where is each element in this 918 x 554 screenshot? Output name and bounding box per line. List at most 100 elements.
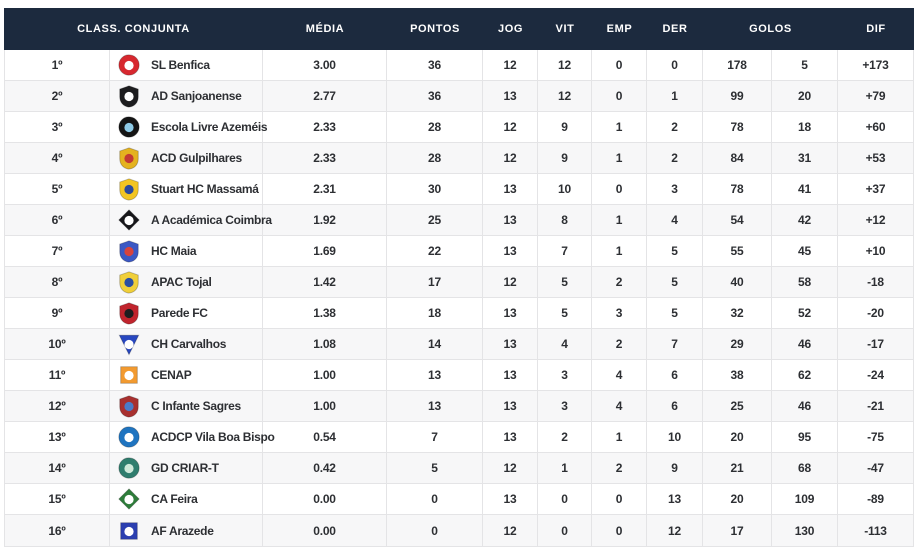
dif-cell: +79: [865, 89, 886, 103]
der-cell: 6: [647, 360, 703, 390]
dif-cell: -20: [867, 306, 884, 320]
jog-cell: 12: [483, 143, 538, 173]
rank-cell: 11º: [5, 360, 110, 390]
jog-cell: 12: [483, 50, 538, 80]
der-cell: 9: [647, 453, 703, 483]
golos-marcados-cell: 178: [703, 50, 772, 80]
der-cell: 2: [647, 112, 703, 142]
der-cell: 13: [647, 484, 703, 514]
golos-sofridos-cell: 130: [772, 515, 838, 546]
table-row: 16º AF Arazede 0.00 0 12 0 0 12 17 130 -…: [5, 515, 913, 546]
pontos-cell: 0: [387, 515, 483, 546]
team-cell: Parede FC: [110, 298, 263, 328]
media-cell: 1.69: [263, 236, 387, 266]
pontos-cell: 30: [387, 174, 483, 204]
der-cell: 5: [647, 298, 703, 328]
jog-cell: 13: [483, 174, 538, 204]
team-name: HC Maia: [151, 244, 197, 258]
pontos-cell: 13: [387, 360, 483, 390]
media-cell: 1.38: [263, 298, 387, 328]
golos-marcados-cell: 99: [703, 81, 772, 111]
vit-cell: 2: [538, 422, 592, 452]
vit-cell: 1: [538, 453, 592, 483]
golos-sofridos-cell: 68: [772, 453, 838, 483]
team-cell: AF Arazede: [110, 515, 263, 546]
vit-cell: 4: [538, 329, 592, 359]
team-name: AD Sanjoanense: [151, 89, 242, 103]
vit-cell: 0: [538, 515, 592, 546]
team-name: CA Feira: [151, 492, 198, 506]
standings-table: CLASS. CONJUNTA MÉDIA PONTOS JOG VIT EMP…: [4, 8, 914, 547]
rank-cell: 3º: [5, 112, 110, 142]
jog-cell: 13: [483, 329, 538, 359]
der-cell: 3: [647, 174, 703, 204]
media-cell: 1.00: [263, 391, 387, 421]
vit-cell: 0: [538, 484, 592, 514]
team-cell: CH Carvalhos: [110, 329, 263, 359]
pontos-cell: 25: [387, 205, 483, 235]
team-name: AF Arazede: [151, 523, 214, 538]
dif-cell: +10: [865, 244, 886, 258]
team-cell: A Académica Coimbra: [110, 205, 272, 235]
crest-blue-swirl: [116, 424, 142, 450]
crest-orange-rings: [116, 362, 142, 388]
table-row: 10º CH Carvalhos 1.08 14 13 4 2 7 29 46 …: [5, 329, 913, 360]
der-cell: 7: [647, 329, 703, 359]
crest-red-black-shield: [116, 300, 142, 326]
der-cell: 6: [647, 391, 703, 421]
emp-cell: 1: [592, 236, 647, 266]
golos-marcados-cell: 78: [703, 112, 772, 142]
golos-marcados-cell: 84: [703, 143, 772, 173]
table-header-row: CLASS. CONJUNTA MÉDIA PONTOS JOG VIT EMP…: [4, 8, 914, 50]
table-row: 3º Escola Livre Azeméis 2.33 28 12 9 1 2…: [5, 112, 913, 143]
crest-shcm: [116, 176, 142, 202]
vit-cell: 3: [538, 360, 592, 390]
team-name: Stuart HC Massamá: [151, 182, 259, 196]
rank-cell: 14º: [5, 453, 110, 483]
der-cell: 4: [647, 205, 703, 235]
golos-marcados-cell: 55: [703, 236, 772, 266]
pontos-cell: 18: [387, 298, 483, 328]
col-header-media: MÉDIA: [305, 23, 345, 35]
emp-cell: 0: [592, 174, 647, 204]
emp-cell: 2: [592, 453, 647, 483]
team-name: C Infante Sagres: [151, 399, 241, 413]
emp-cell: 4: [592, 391, 647, 421]
pontos-cell: 14: [387, 329, 483, 359]
rank-cell: 6º: [5, 205, 110, 235]
team-name: Escola Livre Azeméis: [151, 120, 268, 134]
golos-sofridos-cell: 95: [772, 422, 838, 452]
table-row: 2º AD Sanjoanense 2.77 36 13 12 0 1 99 2…: [5, 81, 913, 112]
pontos-cell: 5: [387, 453, 483, 483]
crest-castle: [116, 238, 142, 264]
dif-cell: +53: [865, 151, 886, 165]
dif-cell: -113: [864, 523, 887, 538]
team-cell: ACD Gulpilhares: [110, 143, 263, 173]
team-cell: CENAP: [110, 360, 263, 390]
rank-cell: 7º: [5, 236, 110, 266]
emp-cell: 1: [592, 112, 647, 142]
vit-cell: 9: [538, 112, 592, 142]
vit-cell: 12: [538, 50, 592, 80]
golos-sofridos-cell: 46: [772, 329, 838, 359]
jog-cell: 13: [483, 81, 538, 111]
der-cell: 1: [647, 81, 703, 111]
team-name: GD CRIAR-T: [151, 461, 219, 475]
team-name: ACDCP Vila Boa Bispo: [151, 430, 275, 444]
media-cell: 0.00: [263, 484, 387, 514]
golos-sofridos-cell: 52: [772, 298, 838, 328]
jog-cell: 13: [483, 484, 538, 514]
golos-marcados-cell: 20: [703, 422, 772, 452]
jog-cell: 13: [483, 360, 538, 390]
dif-cell: -89: [867, 492, 884, 506]
media-cell: 1.00: [263, 360, 387, 390]
rank-cell: 15º: [5, 484, 110, 514]
pontos-cell: 28: [387, 112, 483, 142]
vit-cell: 8: [538, 205, 592, 235]
vit-cell: 12: [538, 81, 592, 111]
media-cell: 2.31: [263, 174, 387, 204]
emp-cell: 1: [592, 143, 647, 173]
table-row: 1º SL Benfica 3.00 36 12 12 0 0 178 5 +1…: [5, 50, 913, 81]
emp-cell: 3: [592, 298, 647, 328]
vit-cell: 7: [538, 236, 592, 266]
